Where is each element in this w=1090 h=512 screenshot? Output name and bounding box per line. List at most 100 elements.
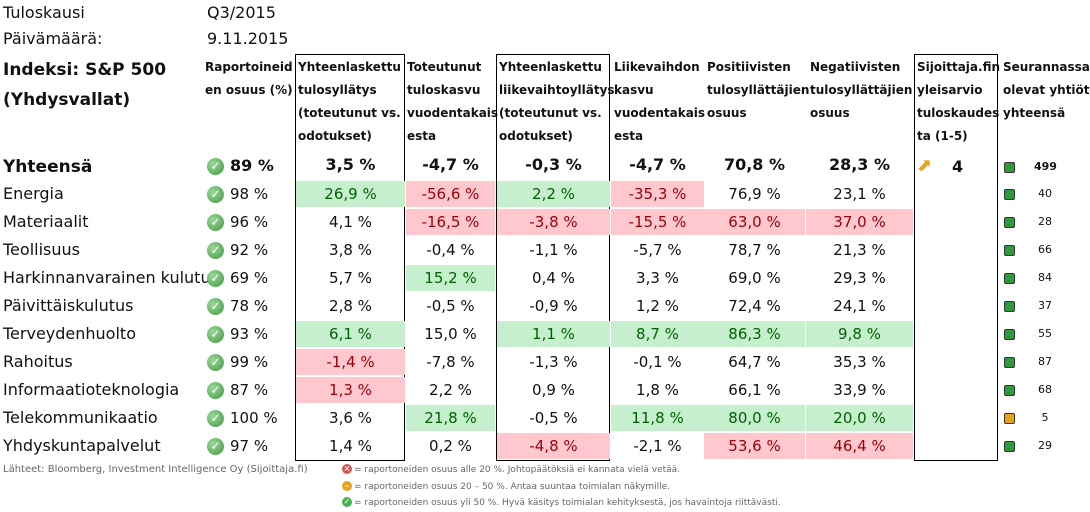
value-cell: 0,2 % [429, 437, 472, 455]
green-check-icon: ✓ [207, 298, 224, 315]
total-rating: 4 [952, 157, 964, 176]
green-check-icon: ✓ [207, 242, 224, 259]
total-value-cell: -4,7 % [629, 155, 686, 174]
total-value-cell: -4,7 % [422, 155, 479, 174]
value-cell: 21,8 % [406, 405, 495, 431]
value-cell: 2,2 % [429, 381, 472, 399]
value-cell: -5,7 % [633, 241, 682, 259]
value-cell: 24,1 % [833, 297, 886, 315]
value-cell: 29,3 % [833, 269, 886, 287]
total-value-cell: -0,3 % [525, 155, 582, 174]
value-cell: 1,2 % [636, 297, 679, 315]
value-cell: 15,0 % [424, 325, 477, 343]
reported-share: 96 % [230, 213, 269, 231]
reported-share: 99 % [230, 353, 269, 371]
company-count: 28 [1038, 215, 1052, 228]
legend-red: = raportoneiden osuus alle 20 %. Johtopä… [354, 465, 681, 475]
value-cell: -2,1 % [633, 437, 682, 455]
reported-share: 98 % [230, 185, 269, 203]
frame-earnings-surprise [295, 54, 405, 461]
status-dot-icon [1004, 329, 1015, 340]
value-cell: -15,5 % [611, 209, 704, 235]
value-cell: 1,8 % [636, 381, 679, 399]
value-cell: 78,7 % [728, 241, 781, 259]
status-dot-icon [1004, 357, 1015, 368]
red-x-icon: × [342, 464, 352, 474]
value-cell: 33,9 % [833, 381, 886, 399]
green-check-icon: ✓ [207, 354, 224, 371]
company-count: 55 [1038, 327, 1052, 340]
total-value-cell: 3,5 % [325, 155, 376, 174]
value-cell: -16,5 % [406, 209, 495, 235]
value-cell: 15,2 % [406, 265, 495, 291]
green-check-icon: ✓ [207, 214, 224, 231]
value-cell: 3,6 % [329, 409, 372, 427]
column-header: Liikevaihdon kasvu vuodentakais esta [614, 60, 706, 143]
company-count: 29 [1038, 439, 1052, 452]
total-value-cell: 28,3 % [828, 155, 891, 174]
value-cell: 86,3 % [704, 321, 805, 347]
legend-green: = raportoneiden osuus yli 50 %. Hyvä käs… [354, 498, 781, 508]
total-value-cell: 70,8 % [723, 155, 786, 174]
column-header: Yhteenlaskettu tulosyllätys (toteutunut … [298, 60, 401, 143]
value-cell: -0,5 % [426, 297, 475, 315]
value-cell: 66,1 % [728, 381, 781, 399]
value-cell: 53,6 % [704, 433, 805, 459]
status-dot-icon [1004, 301, 1015, 312]
column-header: Yhteenlaskettu liikevaihtoyllätys (toteu… [499, 60, 615, 143]
row-label: Päivittäiskulutus [3, 296, 134, 315]
value-cell: 1,1 % [497, 321, 610, 347]
total-count: 499 [1034, 160, 1057, 173]
value-cell: 8,7 % [611, 321, 704, 347]
period-label: Tuloskausi [3, 3, 85, 22]
value-cell: 72,4 % [728, 297, 781, 315]
green-check-icon: ✓ [207, 186, 224, 203]
row-label: Energia [3, 184, 64, 203]
value-cell: 3,3 % [636, 269, 679, 287]
status-dot-icon [1004, 217, 1015, 228]
value-cell: 80,0 % [704, 405, 805, 431]
green-check-icon: ✓ [207, 158, 224, 175]
green-check-icon: ✓ [207, 438, 224, 455]
value-cell: -35,3 % [611, 181, 704, 207]
value-cell: 6,1 % [296, 321, 405, 347]
row-label: Harkinnanvarainen kulutus [3, 268, 219, 287]
status-dot-icon [1004, 189, 1015, 200]
green-check-icon: ✓ [207, 270, 224, 287]
value-cell: 0,4 % [532, 269, 575, 287]
value-cell: -4,8 % [497, 433, 610, 459]
value-cell: -0,5 % [529, 409, 578, 427]
value-cell: 63,0 % [704, 209, 805, 235]
row-label: Terveydenhuolto [3, 324, 136, 343]
column-header: Positiivisten tulosyllättäjien osuus [707, 60, 810, 120]
value-cell: 21,3 % [833, 241, 886, 259]
value-cell: 26,9 % [296, 181, 405, 207]
column-header: Negatiivisten tulosyllättäjien osuus [810, 60, 913, 120]
row-label: Informaatioteknologia [3, 380, 180, 399]
value-cell: 64,7 % [728, 353, 781, 371]
value-cell: 1,4 % [329, 437, 372, 455]
value-cell: 3,8 % [329, 241, 372, 259]
status-dot-icon [1004, 441, 1015, 452]
value-cell: -1,4 % [296, 349, 405, 375]
status-dot-icon [1004, 385, 1015, 396]
company-count: 40 [1038, 187, 1052, 200]
value-cell: 0,9 % [532, 381, 575, 399]
row-label: Teollisuus [3, 240, 80, 259]
value-cell: 69,0 % [728, 269, 781, 287]
value-cell: -56,6 % [406, 181, 495, 207]
green-check-icon: ✓ [207, 326, 224, 343]
value-cell: 4,1 % [329, 213, 372, 231]
amber-minus-icon: – [342, 481, 352, 491]
row-label: Yhdyskuntapalvelut [3, 436, 161, 455]
value-cell: -7,8 % [426, 353, 475, 371]
row-label: Telekommunikaatio [3, 408, 158, 427]
column-header: Sijoittaja.fin yleisarvio tuloskaudes ta… [917, 60, 1001, 143]
reported-share: 100 % [230, 409, 278, 427]
total-reported: 89 % [230, 156, 274, 175]
green-check-icon: ✓ [207, 382, 224, 399]
value-cell: 37,0 % [806, 209, 913, 235]
value-cell: 46,4 % [806, 433, 913, 459]
value-cell: 11,8 % [611, 405, 704, 431]
status-dot-icon [1004, 273, 1015, 284]
